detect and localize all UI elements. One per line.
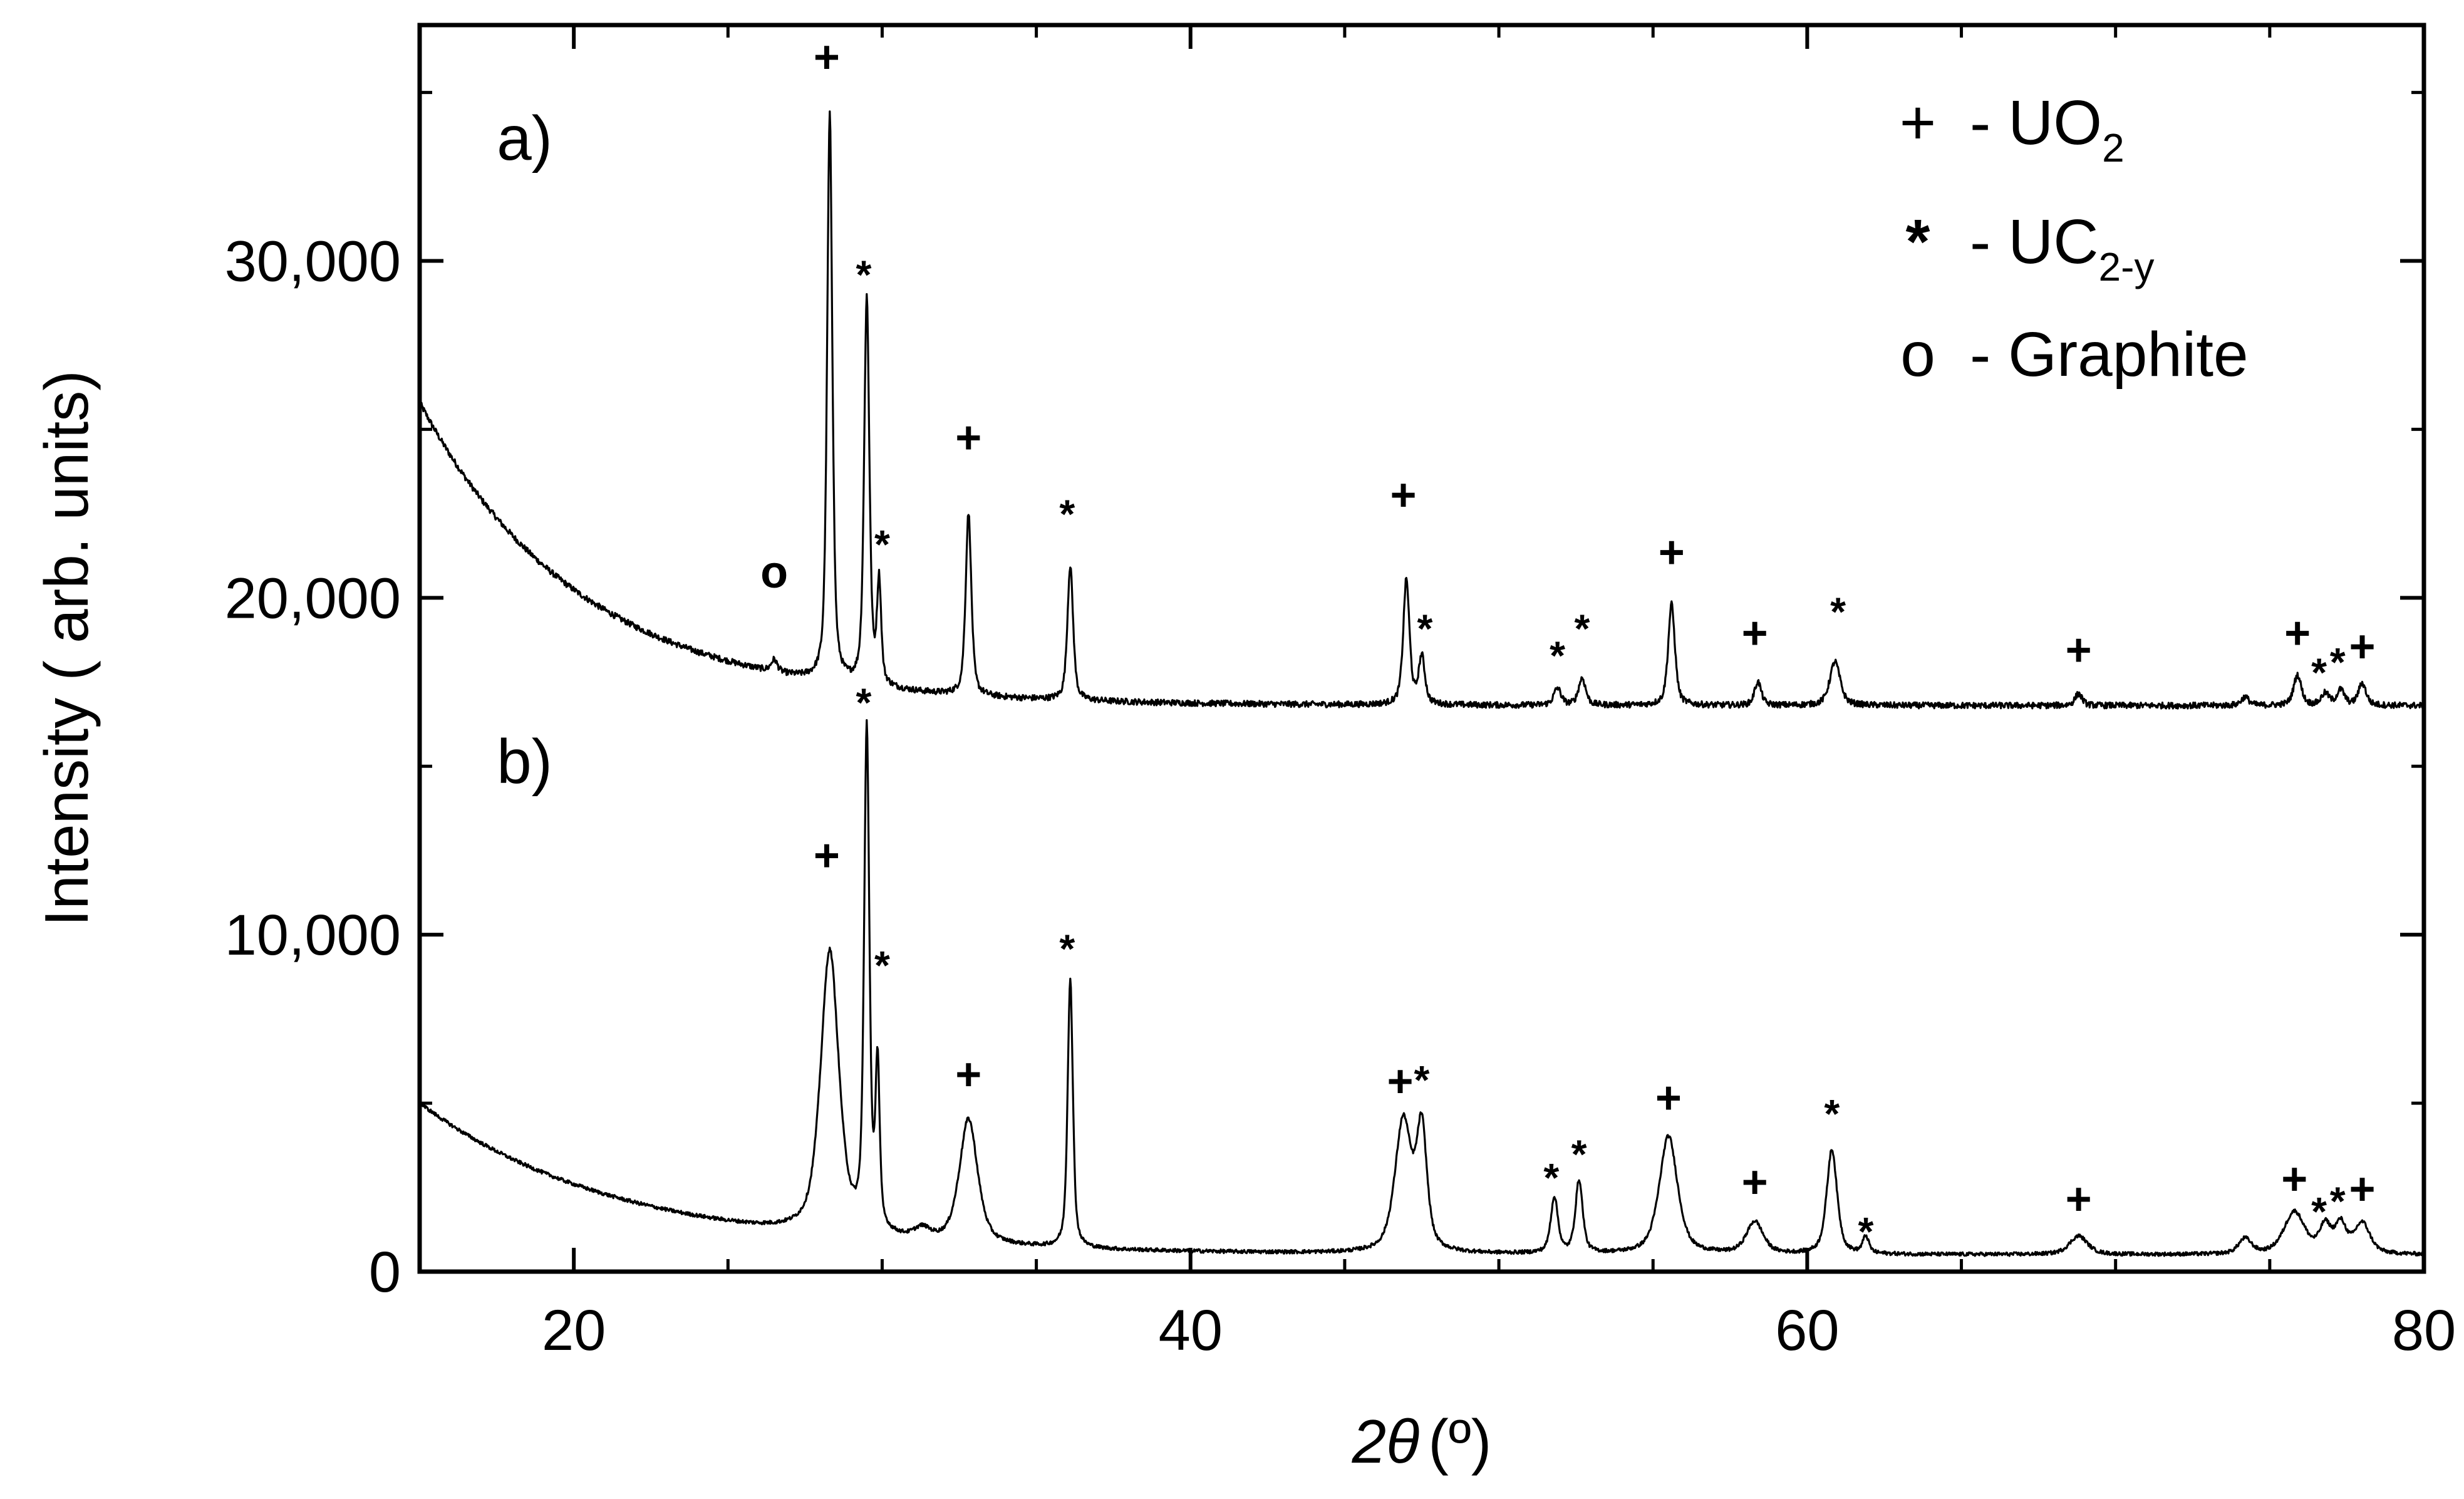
uo2-peak-marker: +: [955, 413, 981, 463]
y-tick-label: 10,000: [225, 903, 401, 967]
uc2y-peak-marker: *: [1830, 589, 1846, 634]
x-axis-label: 2θ (º): [1352, 1407, 1492, 1476]
uc2y-peak-marker: *: [2330, 640, 2346, 685]
x-tick-label: 40: [1159, 1299, 1223, 1362]
uc2y-peak-marker: *: [1575, 606, 1590, 651]
x-axis-unit: (º): [1428, 1407, 1491, 1476]
uo2-peak-marker: +: [1387, 1056, 1414, 1106]
x-axis-symbol: 2θ: [1352, 1407, 1420, 1476]
uc2y-peak-marker: *: [1824, 1091, 1840, 1136]
legend-label-uo2: - UO2: [1970, 88, 2125, 170]
legend-label-graphite: - Graphite: [1970, 319, 2249, 390]
x-tick-label: 80: [2392, 1299, 2456, 1362]
panel-label: b): [497, 727, 552, 797]
series-line-b: [418, 719, 2425, 1257]
uc2y-peak-marker: *: [1059, 491, 1075, 536]
legend-label-uc2y-sub: 2-y: [2099, 244, 2155, 289]
uo2-peak-marker: +: [1742, 608, 1768, 658]
plot-frame: [417, 23, 2426, 1274]
uo2-peak-marker: +: [2066, 625, 2092, 675]
x-tick-label: 60: [1775, 1299, 1839, 1362]
uc2y-peak-marker: *: [2311, 1189, 2327, 1234]
panel-label: a): [497, 103, 552, 174]
y-tick-label: 20,000: [225, 566, 401, 630]
uo2-peak-marker: +: [2281, 1154, 2307, 1204]
x-axis-ticks: 20 40 60 80: [418, 25, 2456, 1362]
legend-label-uo2-main: - UO: [1970, 88, 2102, 158]
legend-symbol-graphite: o: [1900, 319, 1935, 390]
y-axis-label: Intensity ( arb. units): [32, 370, 101, 926]
uo2-peak-marker: +: [1659, 527, 1685, 578]
uo2-peak-marker: +: [2066, 1175, 2092, 1225]
y-tick-label: 30,000: [225, 229, 401, 293]
uo2-peak-marker: +: [1390, 470, 1416, 520]
legend-symbol-uo2: +: [1900, 88, 1936, 158]
uo2-peak-marker: +: [1742, 1158, 1768, 1208]
uc2y-peak-marker: *: [1417, 606, 1432, 651]
legend-symbol-uc2y: *: [1906, 207, 1930, 277]
graphite-peak-marker: o: [760, 547, 788, 598]
series-layer: [418, 110, 2425, 1257]
uc2y-peak-marker: *: [874, 522, 890, 567]
uc2y-peak-marker: *: [1414, 1057, 1430, 1102]
uc2y-peak-marker: *: [1059, 926, 1075, 971]
legend-label-uc2y: - UC2-y: [1970, 207, 2154, 289]
peak-annotations: +**+* +***++ *+ +* * +o*+* *+ + ***++**+ +* * +: [760, 32, 2375, 1254]
uo2-peak-marker: +: [955, 1050, 981, 1100]
uc2y-peak-marker: *: [1571, 1131, 1587, 1176]
panel-labels: a) b): [497, 103, 552, 797]
uc2y-peak-marker: *: [874, 943, 890, 988]
uc2y-peak-marker: *: [1543, 1155, 1559, 1200]
series-line-a: [418, 110, 2425, 710]
uo2-peak-marker: +: [814, 831, 840, 881]
x-tick-label: 20: [542, 1299, 606, 1362]
uc2y-peak-marker: *: [2311, 650, 2327, 695]
uc2y-peak-marker: *: [1550, 633, 1565, 678]
uo2-peak-marker: +: [2284, 608, 2311, 658]
uc2y-peak-marker: *: [856, 680, 871, 725]
uo2-peak-marker: +: [1655, 1073, 1682, 1123]
uc2y-peak-marker: *: [1858, 1209, 1873, 1254]
legend-label-uc2y-main: - UC: [1970, 207, 2099, 277]
uo2-peak-marker: +: [814, 32, 840, 82]
uc2y-peak-marker: *: [2330, 1179, 2346, 1224]
uc2y-peak-marker: *: [856, 252, 871, 298]
legend-label-uo2-sub: 2: [2102, 125, 2125, 170]
y-tick-label: 0: [369, 1240, 401, 1304]
legend: + - UO2 * - UC2-y o - Graphite: [1900, 88, 2249, 390]
uo2-peak-marker: +: [2349, 622, 2376, 672]
uo2-peak-marker: +: [2349, 1164, 2376, 1214]
y-axis-ticks: 0 10,000 20,000 30,000: [225, 91, 2424, 1304]
